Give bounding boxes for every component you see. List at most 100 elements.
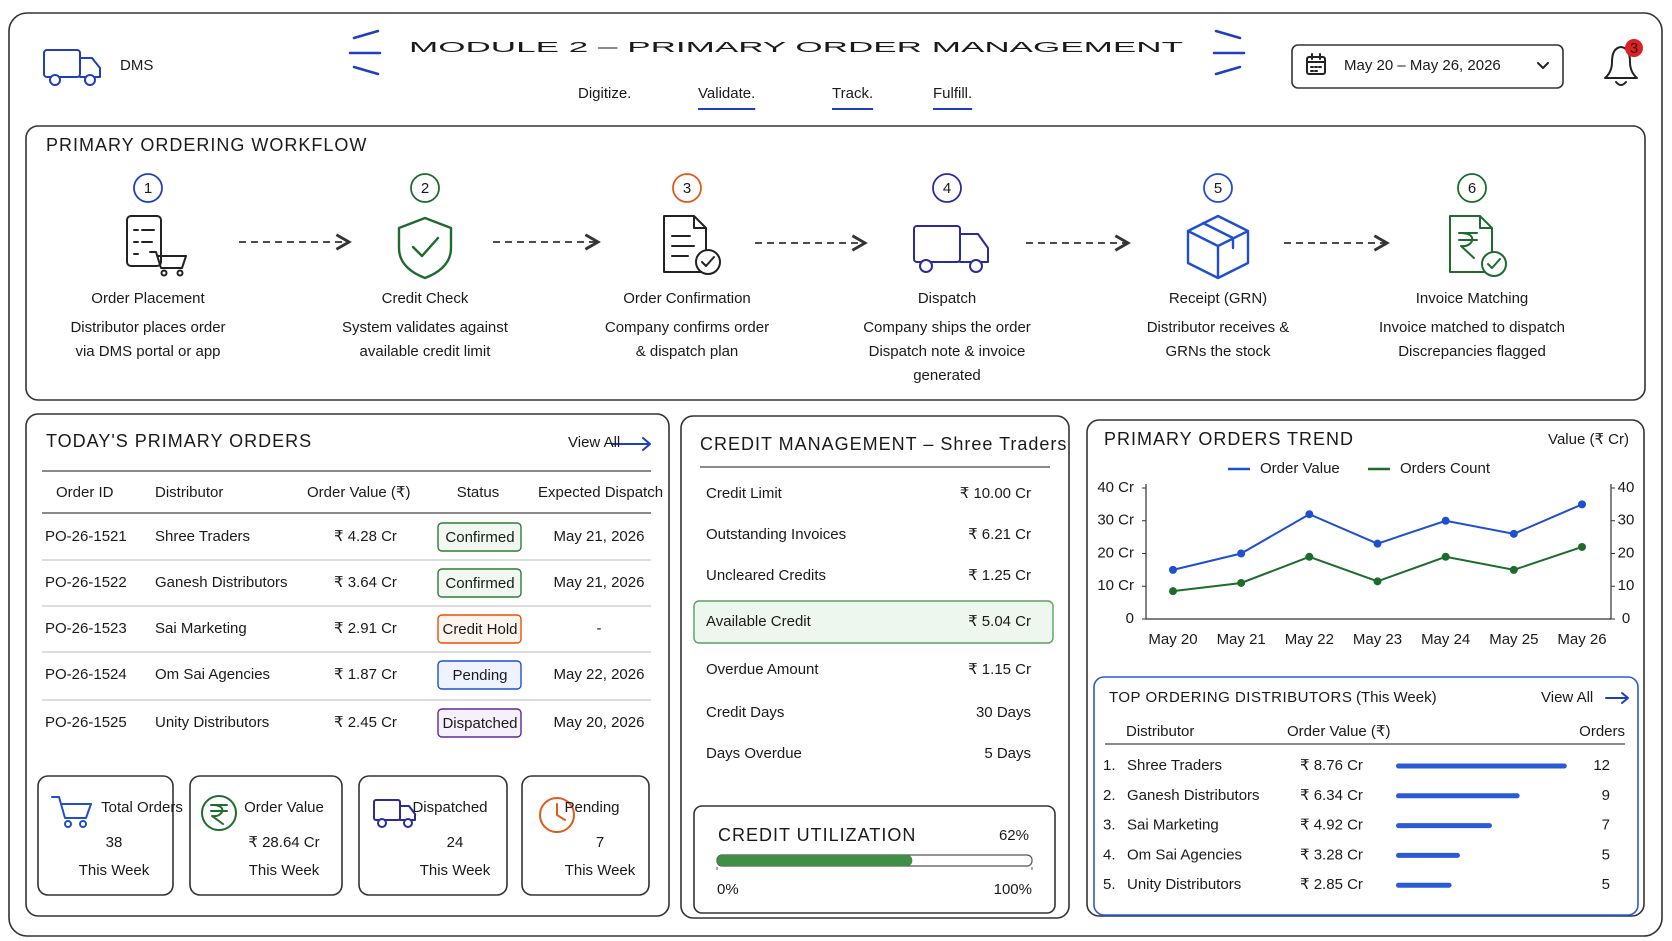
order-id[interactable]: PO-26-1525 bbox=[45, 714, 127, 731]
order-value: ₹ 3.64 Cr bbox=[334, 574, 397, 591]
data-point bbox=[1509, 529, 1518, 538]
status: Credit Hold bbox=[442, 621, 517, 638]
view-all-arrow[interactable] bbox=[611, 437, 651, 451]
utilization-box bbox=[693, 805, 1056, 914]
data-point bbox=[1578, 500, 1586, 509]
data-point bbox=[1169, 587, 1177, 596]
step-number: 2 bbox=[421, 180, 429, 197]
credit-icon bbox=[397, 216, 453, 280]
section-title: CREDIT MANAGEMENT – Shree Traders bbox=[700, 434, 1067, 454]
data-point bbox=[1578, 542, 1586, 551]
status: Pending bbox=[452, 667, 507, 684]
x-tick-label: May 20 bbox=[1148, 631, 1197, 648]
orders-count: 7 bbox=[1602, 817, 1610, 834]
y2-tick-label: 10 bbox=[1618, 577, 1635, 594]
y2-tick-label: 20 bbox=[1618, 544, 1635, 561]
column-header: Distributor bbox=[155, 484, 223, 501]
receipt-icon bbox=[1186, 214, 1250, 280]
orders-count: 5 bbox=[1602, 846, 1610, 863]
expected-dispatch: May 20, 2026 bbox=[554, 714, 645, 731]
logo-icon bbox=[43, 49, 101, 86]
distributor: Shree Traders bbox=[155, 528, 250, 545]
column-header: Order ID bbox=[56, 484, 114, 501]
credit-label: Outstanding Invoices bbox=[706, 526, 846, 543]
x-tick-label: May 23 bbox=[1353, 631, 1402, 648]
credit-label: Available Credit bbox=[706, 613, 812, 630]
distributors-panel bbox=[1093, 676, 1639, 916]
y2-tick-label: 30 bbox=[1618, 512, 1635, 529]
legend-label: Order Value bbox=[1260, 460, 1340, 477]
card-label: Dispatched bbox=[412, 799, 487, 816]
credit-value: 30 Days bbox=[976, 704, 1031, 721]
credit-value: ₹ 1.25 Cr bbox=[968, 567, 1031, 584]
step-title: Order Confirmation bbox=[623, 290, 751, 307]
utilization-tick-label: 0% bbox=[717, 881, 739, 898]
step-description: Distributor places order bbox=[70, 319, 225, 336]
workflow-panel bbox=[25, 125, 1646, 401]
notification-badge bbox=[1625, 39, 1643, 57]
card-period: This Week bbox=[249, 862, 320, 879]
rank: 4. bbox=[1103, 846, 1116, 863]
cart-icon bbox=[51, 796, 92, 828]
trend-panel bbox=[1086, 419, 1645, 917]
status: Dispatched bbox=[442, 715, 517, 732]
distributor: Sai Marketing bbox=[155, 620, 247, 637]
order-id[interactable]: PO-26-1522 bbox=[45, 574, 127, 591]
card-value: 7 bbox=[596, 834, 604, 851]
section-title: PRIMARY ORDERING WORKFLOW bbox=[46, 135, 367, 155]
distributor: Unity Distributors bbox=[155, 714, 269, 731]
orders-table-rules bbox=[42, 470, 651, 701]
credit-label: Days Overdue bbox=[706, 745, 802, 762]
order-id[interactable]: PO-26-1524 bbox=[45, 666, 127, 683]
data-point bbox=[1237, 549, 1246, 558]
step-number: 1 bbox=[144, 180, 152, 197]
step-number: 3 bbox=[683, 180, 691, 197]
step-description: GRNs the stock bbox=[1165, 343, 1271, 360]
section-title: TODAY'S PRIMARY ORDERS bbox=[46, 431, 312, 451]
series-line bbox=[1172, 503, 1583, 571]
step-description: System validates against bbox=[342, 319, 509, 336]
card-value: ₹ 28.64 Cr bbox=[248, 834, 319, 851]
value-bar bbox=[1396, 793, 1520, 799]
value-bar bbox=[1396, 882, 1452, 888]
y-tick-label: 30 Cr bbox=[1097, 512, 1134, 529]
status: Confirmed bbox=[445, 575, 514, 592]
order-id[interactable]: PO-26-1523 bbox=[45, 620, 127, 637]
order-value: ₹ 3.28 Cr bbox=[1300, 846, 1363, 863]
view-all-arrow[interactable] bbox=[1605, 692, 1629, 704]
step-description: Company confirms order bbox=[605, 319, 769, 336]
calendar-icon bbox=[1306, 53, 1326, 75]
dispatch-icon bbox=[913, 225, 989, 273]
column-header: Distributor bbox=[1126, 723, 1194, 740]
step-description: Invoice matched to dispatch bbox=[1379, 319, 1565, 336]
order-icon bbox=[126, 215, 187, 277]
orders-panel bbox=[25, 413, 670, 917]
data-point bbox=[1169, 565, 1177, 574]
expected-dispatch: May 21, 2026 bbox=[554, 574, 645, 591]
data-point bbox=[1305, 510, 1314, 519]
date-picker[interactable] bbox=[1291, 44, 1564, 89]
order-value: ₹ 1.87 Cr bbox=[334, 666, 397, 683]
tagline: Digitize. bbox=[578, 85, 631, 102]
order-value: ₹ 2.85 Cr bbox=[1300, 876, 1363, 893]
credit-label: Overdue Amount bbox=[706, 661, 819, 678]
view-all[interactable]: View All bbox=[1541, 689, 1593, 706]
card-value: 24 bbox=[447, 834, 464, 851]
order-id[interactable]: PO-26-1521 bbox=[45, 528, 127, 545]
notification-bell[interactable] bbox=[1604, 46, 1638, 86]
title-decoration bbox=[348, 29, 1246, 76]
step-title: Order Placement bbox=[91, 290, 205, 307]
section-title: TOP ORDERING DISTRIBUTORS bbox=[1109, 689, 1352, 706]
available-credit-highlight bbox=[693, 600, 1054, 644]
x-tick-label: May 24 bbox=[1421, 631, 1470, 648]
data-point bbox=[1305, 552, 1314, 561]
date-range[interactable]: May 20 – May 26, 2026 bbox=[1344, 57, 1501, 74]
view-all[interactable]: View All bbox=[568, 434, 620, 451]
data-point bbox=[1373, 577, 1382, 586]
data-point bbox=[1237, 578, 1246, 587]
utilization-value: 62% bbox=[999, 827, 1029, 844]
order-value: ₹ 4.28 Cr bbox=[334, 528, 397, 545]
expected-dispatch: May 22, 2026 bbox=[554, 666, 645, 683]
step-number-circle bbox=[932, 173, 962, 203]
